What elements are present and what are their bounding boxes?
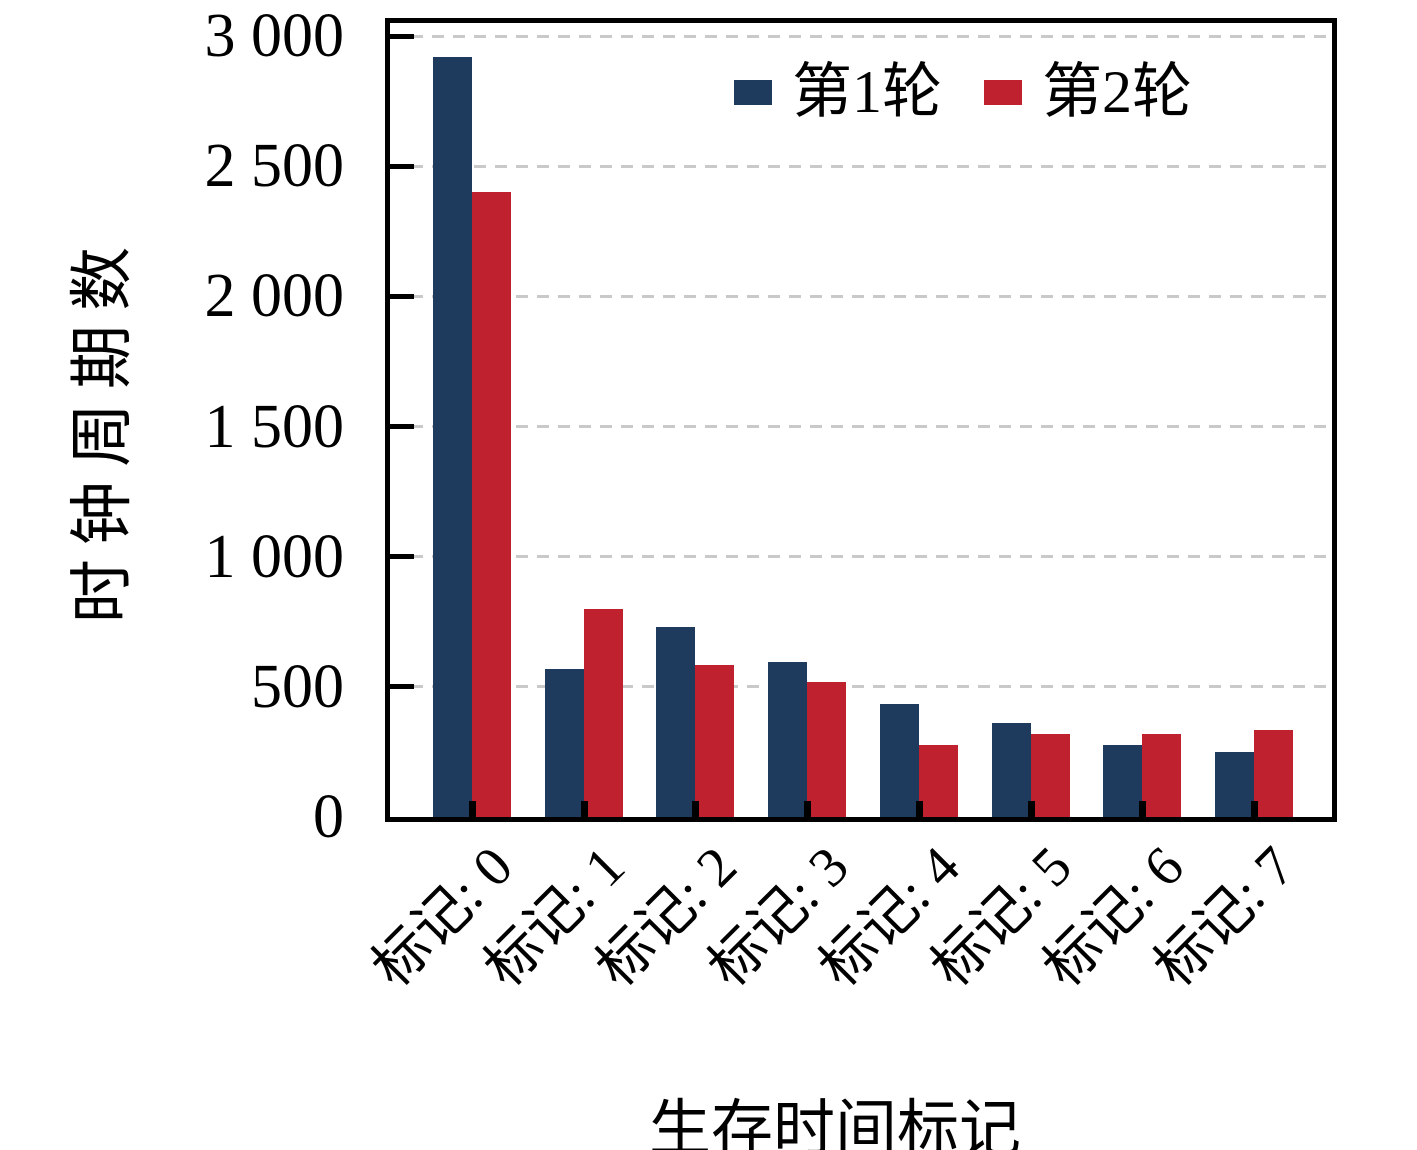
bar-series2-group7	[1253, 729, 1293, 817]
y-tick-mark-1500	[390, 424, 414, 429]
x-tick-mark-5	[1027, 801, 1035, 817]
legend-entry-series1: 第1轮	[734, 61, 942, 123]
y-tick-label-500: 500	[251, 652, 344, 721]
gridline-1000	[390, 555, 1332, 559]
bar-series1-group0	[433, 56, 472, 817]
y-axis-title: 时钟周期数	[67, 232, 138, 624]
gridline-500	[390, 685, 1332, 689]
bar-series1-group6	[1103, 745, 1143, 817]
bar-series2-group5	[1030, 733, 1070, 817]
bar-series1-group3	[768, 662, 808, 817]
bar-series1-group2	[656, 626, 696, 817]
x-tick-mark-4	[915, 801, 923, 817]
gridline-2000	[390, 294, 1332, 298]
y-tick-label-2500: 2 500	[204, 132, 345, 201]
bar-series1-group4	[879, 703, 919, 817]
gridline-3000	[390, 34, 1332, 38]
x-tick-mark-6	[1139, 801, 1147, 817]
x-tick-mark-7	[1250, 801, 1258, 817]
x-axis-title: 生存时间标记	[648, 1096, 1022, 1150]
gridline-1500	[390, 425, 1332, 428]
y-tick-label-1000: 1 000	[204, 522, 345, 591]
bar-series2-group0	[472, 192, 511, 817]
plot-inner	[390, 23, 1332, 817]
y-tick-mark-500	[390, 684, 414, 690]
legend-entry-series2: 第2轮	[984, 61, 1192, 123]
y-tick-label-3000: 3 000	[204, 2, 345, 71]
y-tick-mark-1000	[390, 554, 414, 560]
bar-series2-group6	[1142, 733, 1182, 817]
bar-series1-group7	[1214, 751, 1254, 817]
legend-swatch-series2	[984, 79, 1022, 105]
gridline-2500	[390, 164, 1332, 168]
y-tick-label-0: 0	[313, 783, 344, 851]
x-tick-mark-2	[692, 801, 700, 817]
legend-label-series1: 第1轮	[792, 59, 942, 125]
bar-series2-group4	[918, 745, 958, 817]
x-tick-mark-1	[580, 801, 588, 817]
legend-label-series2: 第2轮	[1042, 59, 1192, 125]
y-tick-mark-2000	[390, 293, 414, 299]
y-tick-label-2000: 2 000	[204, 262, 345, 331]
bar-series2-group1	[583, 608, 623, 817]
legend-swatch-series1	[734, 79, 772, 105]
bar-series2-group3	[807, 681, 847, 817]
y-tick-mark-3000	[390, 33, 414, 39]
bar-series1-group1	[544, 668, 584, 817]
bar-series1-group5	[991, 723, 1031, 817]
x-tick-mark-0	[469, 801, 476, 817]
y-tick-label-1500: 1 500	[204, 392, 345, 461]
x-tick-mark-3	[804, 801, 812, 817]
bar-series2-group2	[695, 664, 735, 817]
y-tick-mark-2500	[390, 163, 414, 169]
plot-area: 第1轮 第2轮	[385, 18, 1337, 822]
legend: 第1轮 第2轮	[734, 61, 1192, 123]
